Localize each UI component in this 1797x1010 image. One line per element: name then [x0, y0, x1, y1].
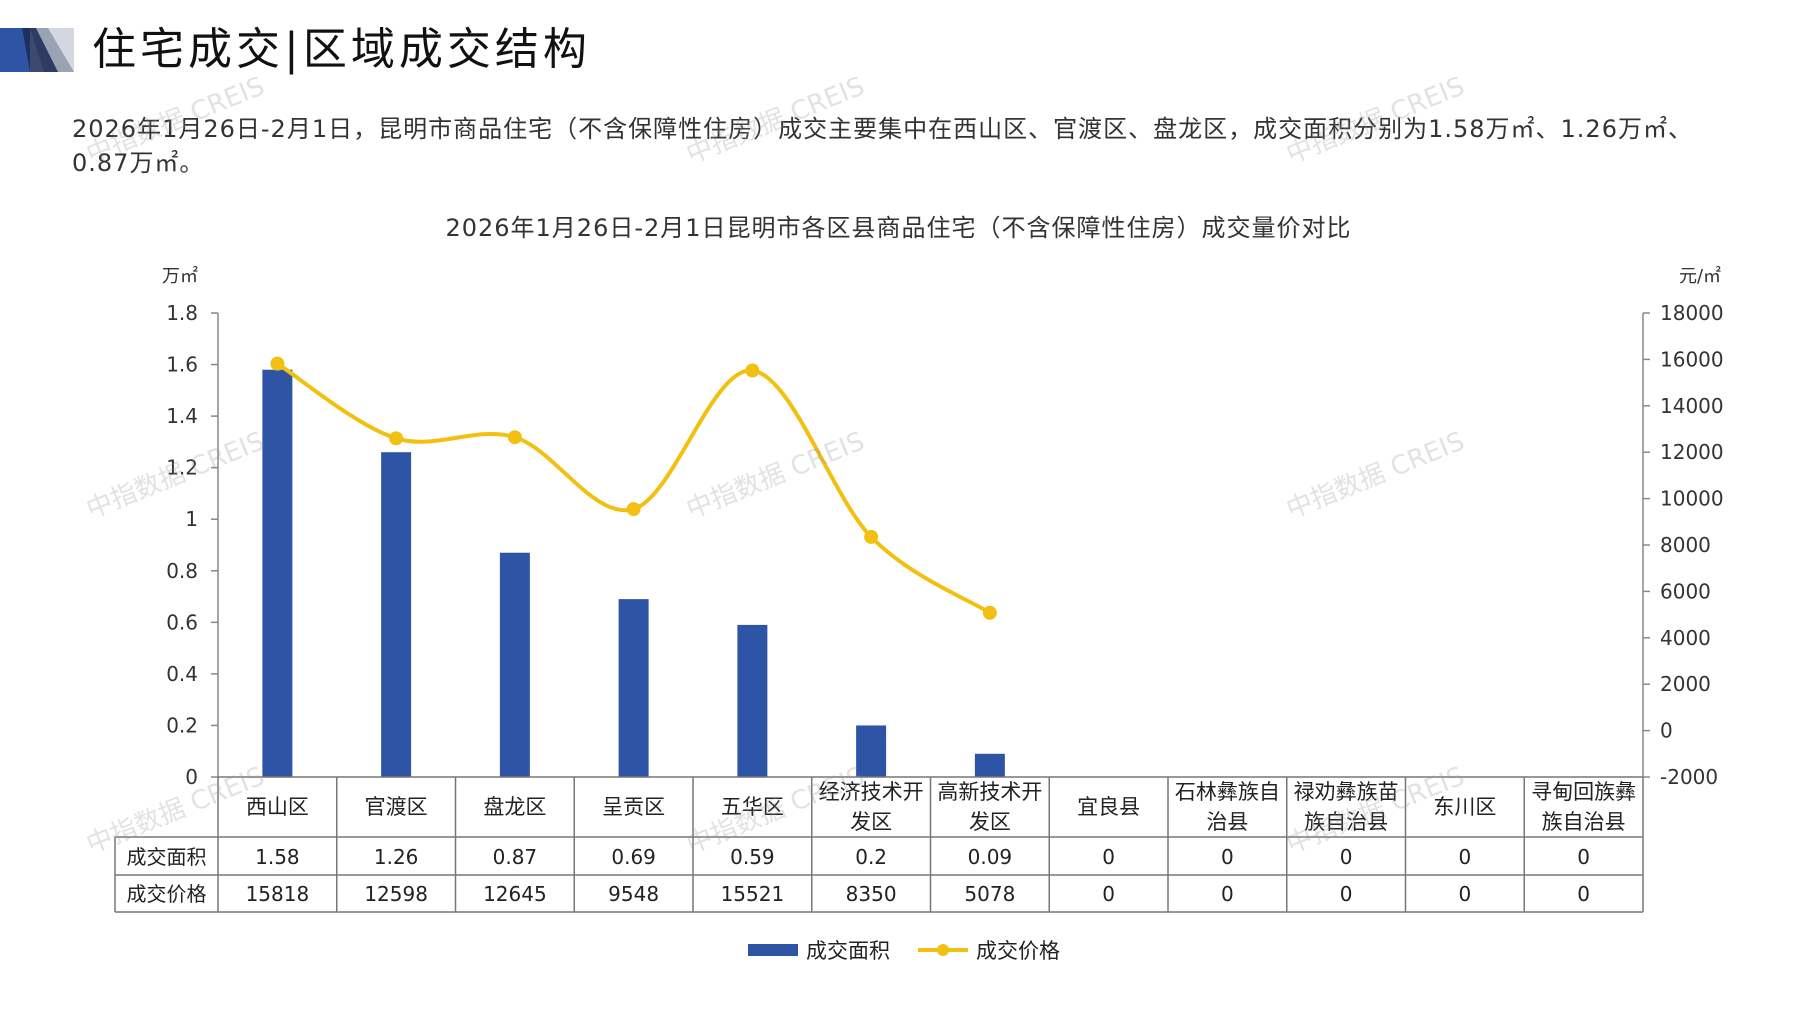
y-left-tick-label: 0.2	[166, 713, 198, 737]
y-right-tick-label: -2000	[1660, 765, 1718, 789]
data-label-area: 0.87	[493, 845, 538, 869]
y-left-tick-label: 1.4	[166, 404, 198, 428]
y-left-tick-label: 0	[185, 765, 198, 789]
category-label: 官渡区	[365, 795, 428, 819]
data-label-area: 0.09	[968, 845, 1013, 869]
category-label: 西山区	[246, 795, 309, 819]
category-label: 发区	[850, 810, 892, 834]
y-left-tick-label: 0.6	[166, 610, 198, 634]
y-right-tick-label: 2000	[1660, 672, 1711, 696]
y-left-tick-label: 1	[185, 507, 198, 531]
y-left-tick-label: 1.6	[166, 353, 198, 377]
line-point	[270, 356, 285, 371]
category-label: 族自治县	[1304, 810, 1388, 834]
bar	[856, 725, 887, 777]
data-label-area: 0	[1340, 845, 1353, 869]
data-label-area: 0	[1577, 845, 1590, 869]
line-point	[507, 430, 522, 445]
category-label: 石林彝族自	[1175, 780, 1280, 804]
category-label: 高新技术开	[937, 780, 1042, 804]
line-point	[389, 431, 404, 446]
data-label-area: 0	[1102, 845, 1115, 869]
bar	[737, 624, 768, 777]
legend-label-area: 成交面积	[806, 939, 890, 963]
line-point	[626, 502, 641, 517]
data-label-price: 12598	[364, 882, 428, 906]
line-point	[982, 605, 997, 620]
data-label-price: 15521	[721, 882, 785, 906]
y-right-tick-label: 18000	[1660, 301, 1724, 325]
data-label-price: 15818	[246, 882, 310, 906]
category-label: 族自治县	[1542, 810, 1626, 834]
data-label-price: 12645	[483, 882, 547, 906]
data-label-price: 8350	[846, 882, 897, 906]
category-label: 盘龙区	[483, 795, 546, 819]
data-label-price: 0	[1577, 882, 1590, 906]
category-label: 经济技术开	[819, 780, 924, 804]
data-label-price: 0	[1221, 882, 1234, 906]
data-label-area: 0	[1459, 845, 1472, 869]
y-left-tick-label: 1.8	[166, 301, 198, 325]
category-label: 宜良县	[1077, 795, 1140, 819]
page-title: 住宅成交|区域成交结构	[92, 24, 591, 75]
table-row-header-price: 成交价格	[127, 882, 207, 906]
y-right-tick-label: 4000	[1660, 626, 1711, 650]
legend-label-price: 成交价格	[976, 939, 1060, 963]
summary-text: 2026年1月26日-2月1日，昆明市商品住宅（不含保障性住房）成交主要集中在西…	[72, 115, 1693, 177]
data-label-price: 0	[1340, 882, 1353, 906]
line-point	[864, 529, 879, 544]
y-right-tick-label: 16000	[1660, 347, 1724, 371]
data-label-area: 0.59	[730, 845, 775, 869]
category-label: 寻甸回族彝	[1531, 780, 1636, 804]
y-right-tick-label: 0	[1660, 719, 1673, 743]
y-right-unit: 元/㎡	[1679, 265, 1721, 287]
y-left-unit: 万㎡	[162, 265, 198, 287]
y-left-tick-label: 1.2	[166, 456, 198, 480]
bar	[974, 753, 1005, 777]
y-right-tick-label: 10000	[1660, 487, 1724, 511]
chart-title: 2026年1月26日-2月1日昆明市各区县商品住宅（不含保障性住房）成交量价对比	[445, 214, 1352, 242]
data-label-price: 0	[1459, 882, 1472, 906]
data-label-area: 0.69	[611, 845, 656, 869]
bar	[618, 599, 649, 777]
data-label-area: 0.2	[855, 845, 887, 869]
category-label: 呈贡区	[602, 795, 665, 819]
y-right-tick-label: 6000	[1660, 579, 1711, 603]
header-decoration-icon	[0, 28, 74, 72]
y-right-tick-label: 8000	[1660, 533, 1711, 557]
category-label: 东川区	[1433, 795, 1496, 819]
data-label-area: 1.26	[374, 845, 419, 869]
bar	[499, 552, 530, 777]
category-label: 治县	[1206, 810, 1248, 834]
table-row-header-area: 成交面积	[127, 845, 207, 869]
bar	[381, 452, 412, 777]
data-label-price: 5078	[964, 882, 1015, 906]
data-label-area: 0	[1221, 845, 1234, 869]
y-left-tick-label: 0.4	[166, 662, 198, 686]
category-label: 禄劝彝族苗	[1294, 780, 1399, 804]
data-label-price: 9548	[608, 882, 659, 906]
y-left-tick-label: 0.8	[166, 559, 198, 583]
category-label: 五华区	[721, 795, 784, 819]
legend-swatch-area	[748, 944, 798, 956]
data-label-price: 0	[1102, 882, 1115, 906]
bar	[262, 369, 293, 777]
y-right-tick-label: 14000	[1660, 394, 1724, 418]
category-label: 发区	[969, 810, 1011, 834]
legend-swatch-price-dot	[937, 944, 949, 956]
y-right-tick-label: 12000	[1660, 440, 1724, 464]
data-label-area: 1.58	[255, 845, 300, 869]
line-point	[745, 363, 760, 378]
